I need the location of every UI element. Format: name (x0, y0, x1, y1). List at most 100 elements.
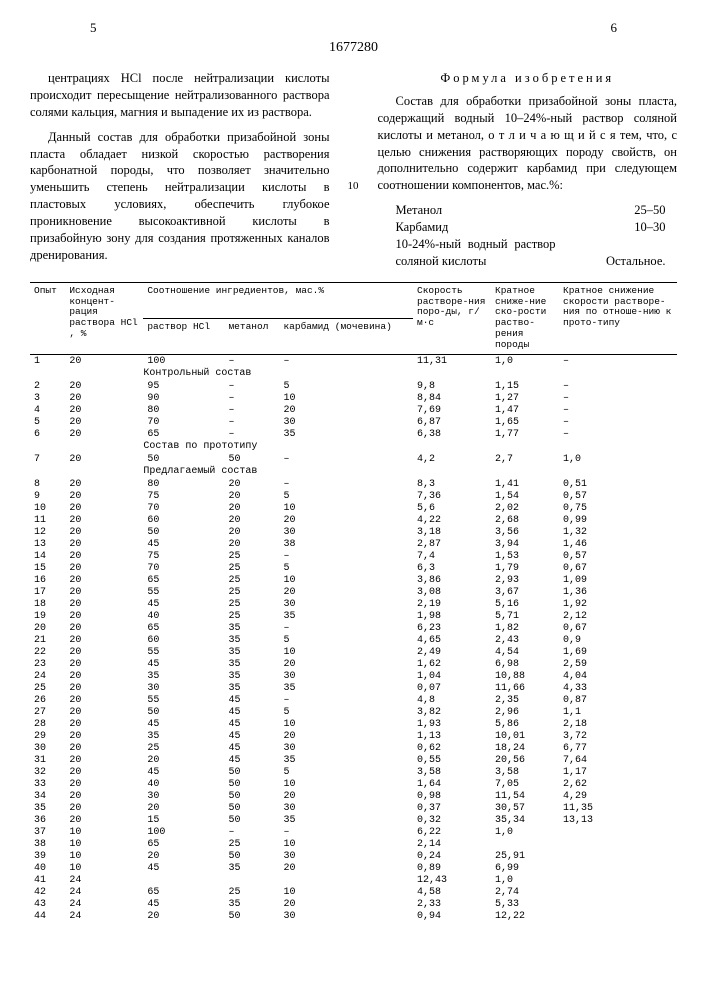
table-cell: 1,77 (491, 428, 559, 440)
table-row: 62065–356,381,77– (30, 428, 677, 440)
table-cell: 8 (30, 478, 65, 490)
table-cell: 55 (143, 646, 224, 658)
table-row: 2720504553,822,961,1 (30, 706, 677, 718)
table-cell: 20 (65, 622, 143, 634)
table-cell: 30 (143, 790, 224, 802)
table-cell: – (559, 416, 677, 428)
table-row: 3220455053,583,581,17 (30, 766, 677, 778)
table-cell: 20 (65, 790, 143, 802)
components-list: Метанол 25–50 Карбамид 10–30 10-24%-ный … (396, 202, 678, 270)
table-cell: 45 (224, 718, 279, 730)
table-cell: 5 (279, 562, 413, 574)
table-cell: 6,22 (413, 826, 491, 838)
table-cell: 2,59 (559, 658, 677, 670)
table-cell (559, 850, 677, 862)
table-cell: 20 (65, 658, 143, 670)
table-cell: 50 (224, 814, 279, 826)
table-cell: 0,9 (559, 634, 677, 646)
table-cell: 14 (30, 550, 65, 562)
table-cell: – (224, 826, 279, 838)
table-cell: 1,54 (491, 490, 559, 502)
table-cell: – (559, 428, 677, 440)
table-cell: 0,87 (559, 694, 677, 706)
table-cell: 1 (30, 355, 65, 368)
table-cell: 20 (224, 526, 279, 538)
table-cell: 18,24 (491, 742, 559, 754)
table-cell: 10 (279, 392, 413, 404)
component-row: Метанол 25–50 (396, 202, 666, 219)
table-cell: 43 (30, 898, 65, 910)
table-cell: 35 (224, 682, 279, 694)
table-cell (559, 862, 677, 874)
table-cell: 7,69 (413, 404, 491, 416)
table-cell: 30 (279, 670, 413, 682)
table-cell: 4,04 (559, 670, 677, 682)
table-cell: 20 (65, 754, 143, 766)
table-cell: 2,14 (413, 838, 491, 850)
table-cell: 35 (224, 898, 279, 910)
table-cell: 60 (143, 634, 224, 646)
table-cell: 7,05 (491, 778, 559, 790)
table-cell: 50 (143, 526, 224, 538)
table-cell: 20 (65, 598, 143, 610)
table-cell: 2 (30, 380, 65, 392)
table-cell: 1,09 (559, 574, 677, 586)
table-cell: 10 (279, 778, 413, 790)
table-cell: 21 (30, 634, 65, 646)
table-cell: 23 (30, 658, 65, 670)
table-cell: 13,13 (559, 814, 677, 826)
table-cell: 20 (224, 490, 279, 502)
table-cell: 55 (143, 694, 224, 706)
table-cell: 65 (143, 838, 224, 850)
table-row: 43244535202,335,33 (30, 898, 677, 910)
table-cell: 25 (224, 562, 279, 574)
table-cell: – (224, 355, 279, 368)
table-cell: 11,66 (491, 682, 559, 694)
table-cell: 36 (30, 814, 65, 826)
table-cell: 34 (30, 790, 65, 802)
table-cell: 30 (279, 416, 413, 428)
th-methanol: метанол (224, 318, 279, 354)
table-cell: 20 (279, 658, 413, 670)
table-cell: 11 (30, 514, 65, 526)
table-body: 120100––11,311,0–Контрольный состав22095… (30, 355, 677, 923)
table-cell: 35 (224, 622, 279, 634)
table-cell: 5,16 (491, 598, 559, 610)
table-cell: 5,86 (491, 718, 559, 730)
table-row: 2120603554,652,430,9 (30, 634, 677, 646)
table-cell: 1,53 (491, 550, 559, 562)
table-cell: 30 (279, 742, 413, 754)
table-cell: 20 (65, 355, 143, 368)
table-cell: 35 (279, 754, 413, 766)
table-cell: 20 (279, 898, 413, 910)
table-cell: 6,3 (413, 562, 491, 574)
table-cell: 45 (143, 538, 224, 550)
section-label: Состав по прототипу (143, 440, 413, 453)
table-cell: 35 (30, 802, 65, 814)
page-numbers: 5 6 (30, 20, 677, 36)
table-row: 920752057,361,540,57 (30, 490, 677, 502)
th-kratn: Кратное сниже-ние ско-рости раство-рения… (491, 282, 559, 355)
table-cell: 35 (279, 428, 413, 440)
table-cell: 0,37 (413, 802, 491, 814)
table-cell: 8,3 (413, 478, 491, 490)
table-row: 38106525102,14 (30, 838, 677, 850)
table-cell: 20 (65, 478, 143, 490)
table-cell: – (559, 355, 677, 368)
table-cell: 10,88 (491, 670, 559, 682)
table-row: 26205545–4,82,350,87 (30, 694, 677, 706)
table-cell: 5 (30, 416, 65, 428)
table-row: 412412,431,0 (30, 874, 677, 886)
table-cell: 25 (143, 742, 224, 754)
page-num-right: 6 (611, 20, 618, 36)
table-cell: 20 (279, 586, 413, 598)
data-table: Опыт Исходная концент-рация раствора HCl… (30, 282, 677, 923)
text-columns: центрациях HCl после нейтрализации кисло… (30, 70, 677, 272)
table-cell: 9 (30, 490, 65, 502)
table-cell: 40 (30, 862, 65, 874)
table-cell: 25 (224, 610, 279, 622)
table-cell: 6 (30, 428, 65, 440)
table-row: 1520702556,31,790,67 (30, 562, 677, 574)
table-row: 40104535200,896,99 (30, 862, 677, 874)
table-cell: 1,1 (559, 706, 677, 718)
